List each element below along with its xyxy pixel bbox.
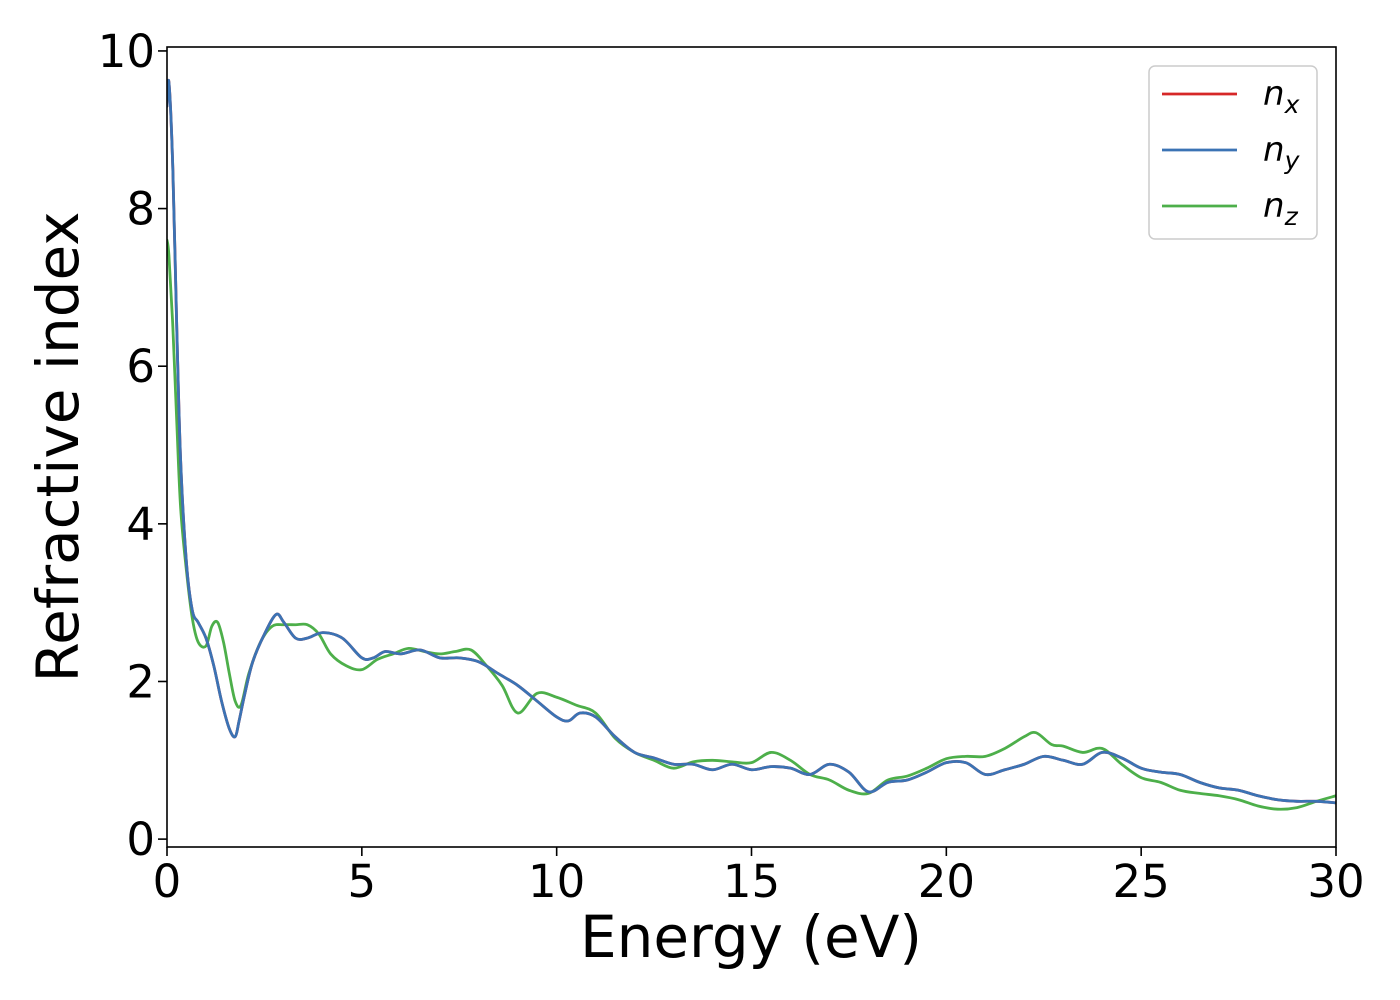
- legend-label-sub: x: [1284, 90, 1300, 119]
- x-axis-title: Energy (eV): [580, 903, 922, 971]
- y-axis-ticks: 0 2 4 6 8 10: [98, 25, 167, 866]
- series-layer: [167, 78, 1336, 811]
- x-tick-label: 30: [1307, 855, 1364, 908]
- plot-area: [167, 47, 1336, 847]
- legend-label-sub: z: [1284, 202, 1299, 231]
- legend-label-main: n: [1263, 130, 1285, 170]
- y-tick-label: 0: [126, 813, 155, 866]
- legend-box: [1148, 65, 1318, 240]
- x-tick-label: 0: [153, 855, 182, 908]
- y-tick-label: 2: [126, 655, 155, 708]
- x-tick-label: 15: [723, 855, 780, 908]
- x-tick-label: 5: [348, 855, 377, 908]
- legend-label-y: ny: [1263, 130, 1301, 175]
- series-line-y: [167, 78, 1336, 805]
- legend-label-main: n: [1263, 74, 1285, 114]
- y-axis-title: Refractive index: [24, 211, 92, 682]
- legend-label-x: nx: [1263, 74, 1300, 119]
- legend-label-main: n: [1263, 186, 1285, 226]
- y-tick-label: 10: [98, 25, 155, 78]
- x-tick-label: 10: [528, 855, 585, 908]
- x-axis-ticks: 0 5 10 15 20 25 30: [153, 847, 1365, 908]
- y-tick-label: 8: [126, 183, 155, 236]
- x-tick-label: 20: [918, 855, 975, 908]
- y-tick-label: 4: [126, 498, 155, 551]
- y-tick-label: 6: [126, 340, 155, 393]
- series-line-z: [167, 238, 1336, 811]
- legend-label-z: nz: [1263, 186, 1299, 231]
- x-tick-label: 25: [1113, 855, 1170, 908]
- legend-label-sub: y: [1284, 146, 1301, 175]
